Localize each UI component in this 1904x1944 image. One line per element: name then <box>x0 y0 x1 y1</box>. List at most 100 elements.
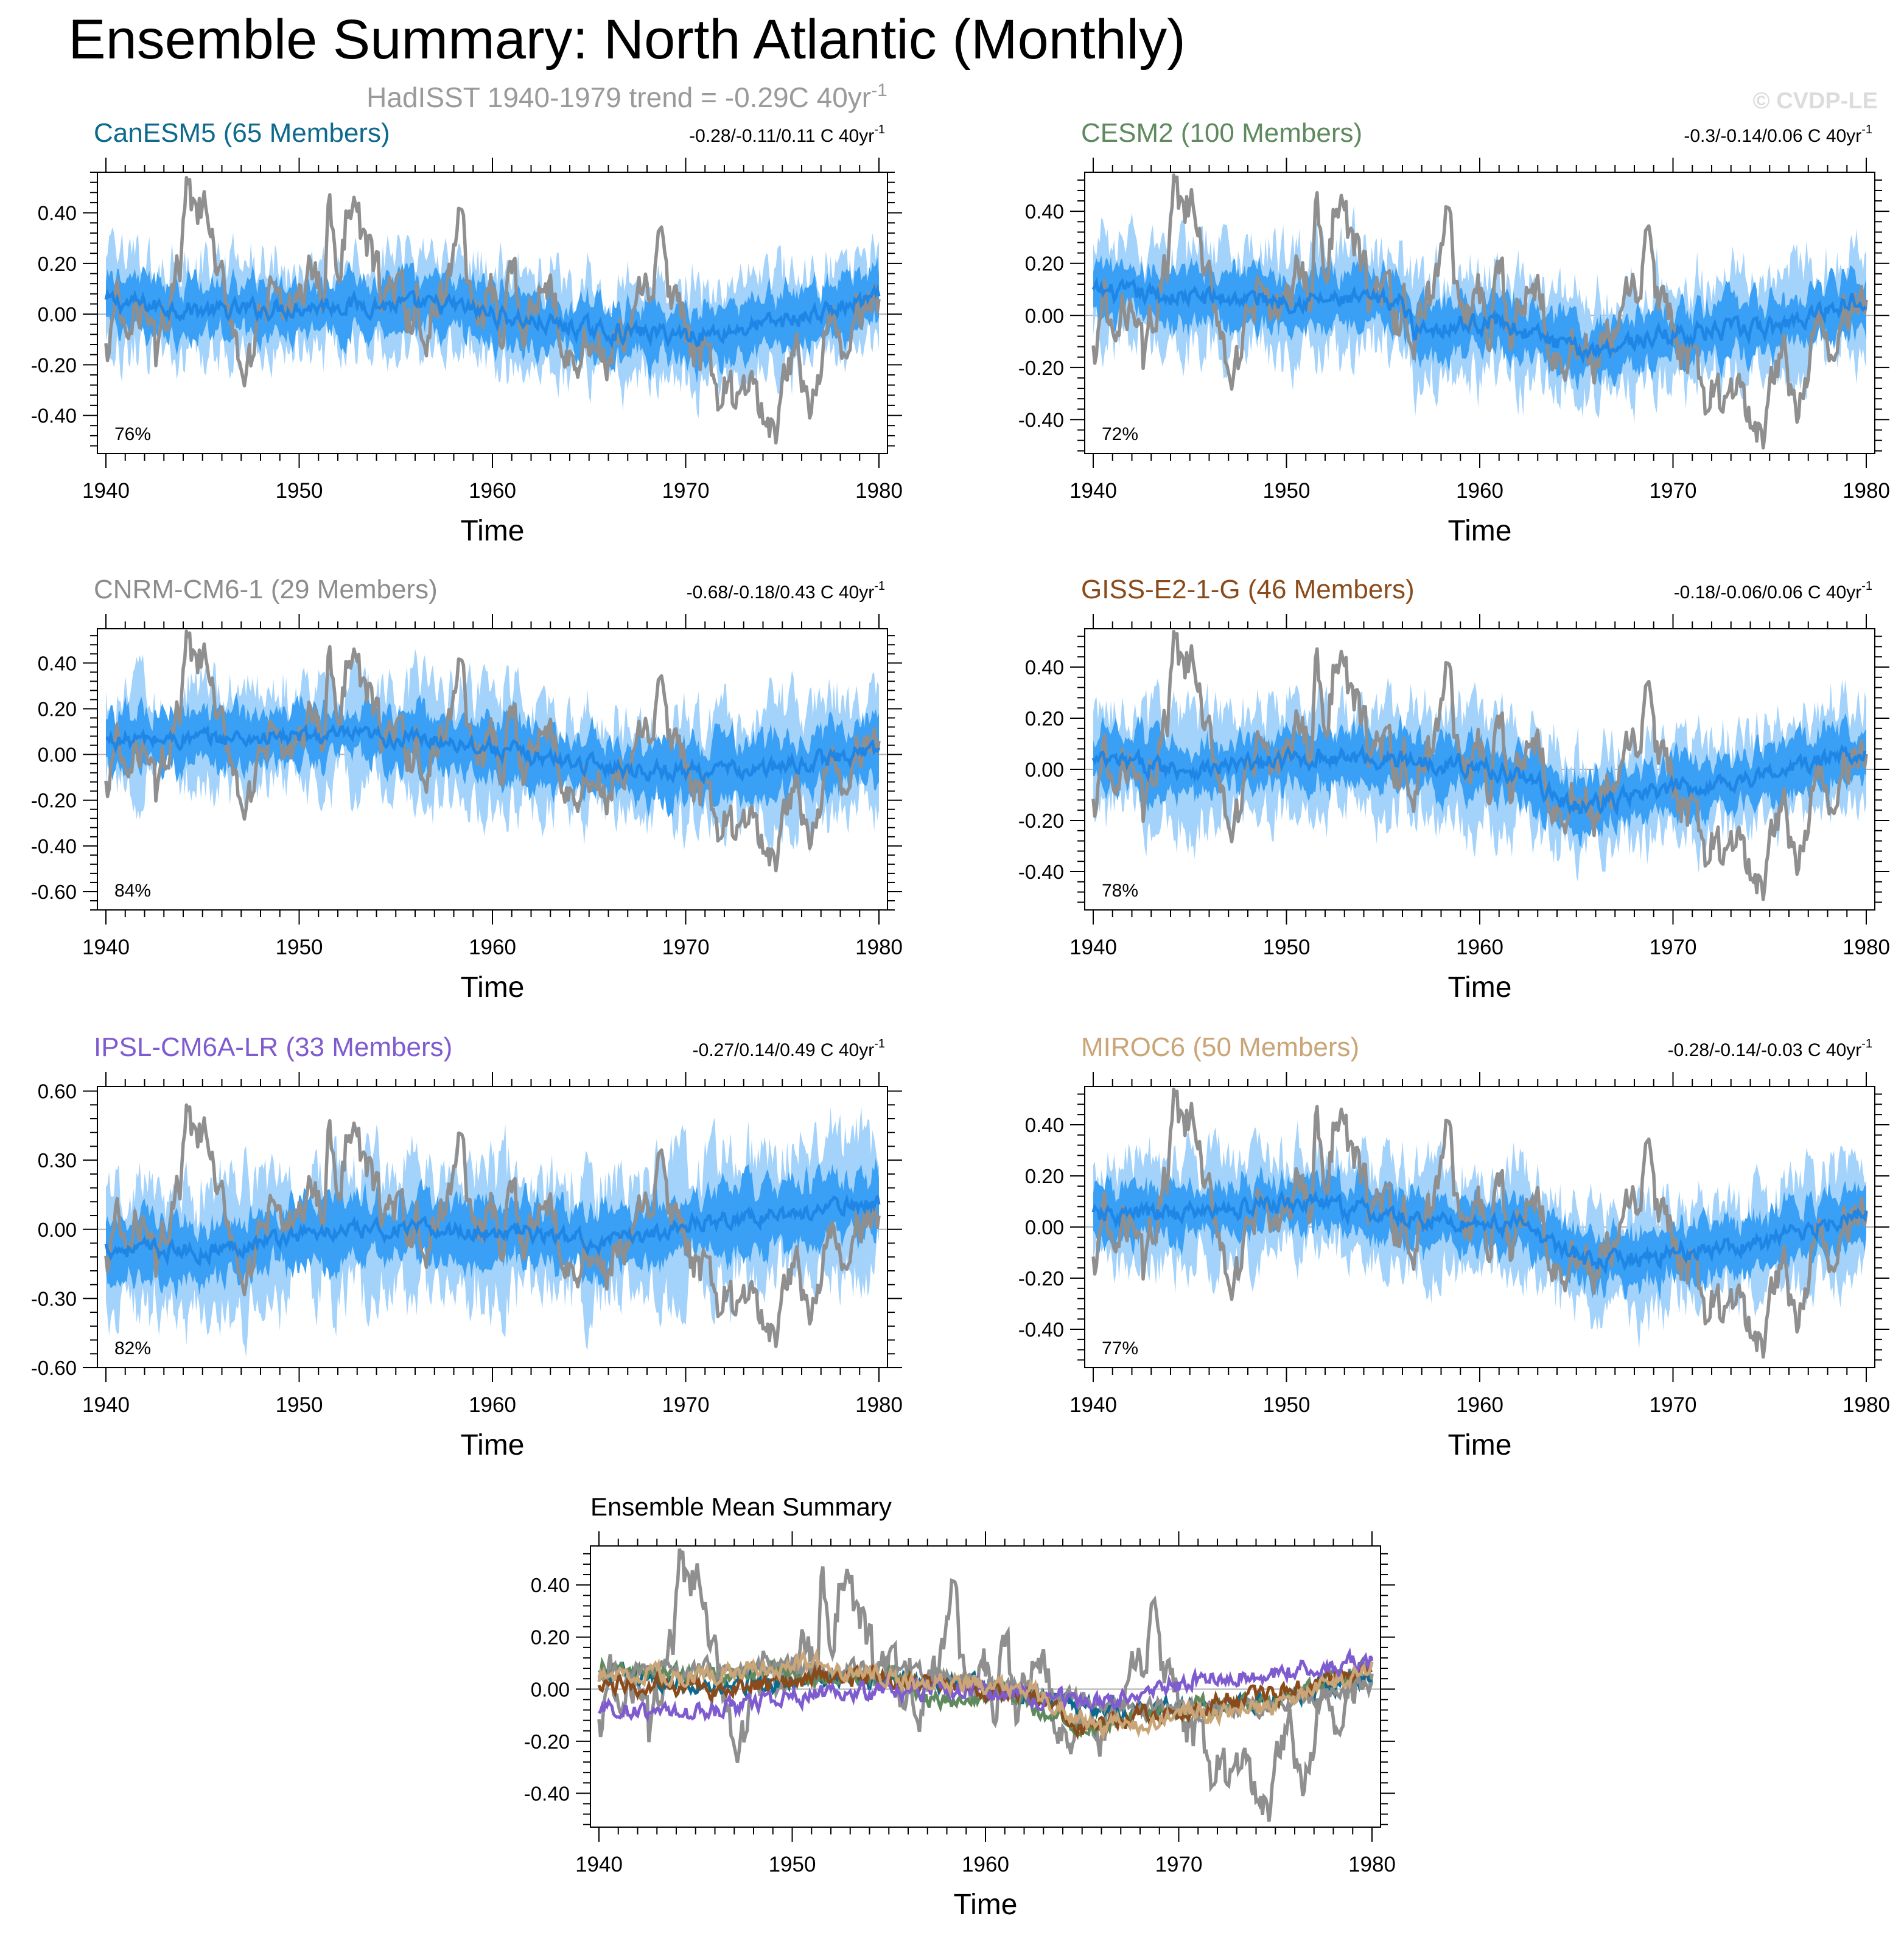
panel-title: IPSL-CM6A-LR (33 Members) <box>94 1032 452 1062</box>
subtitle-superscript: -1 <box>871 80 887 100</box>
x-axis-label: Time <box>1448 515 1512 547</box>
x-tick-label: 1960 <box>469 479 516 503</box>
y-tick-label: 0.20 <box>38 698 77 720</box>
inner-range-band <box>106 257 879 383</box>
x-tick-label: 1940 <box>1069 1393 1117 1417</box>
observed-line <box>1091 629 1868 901</box>
plot-area <box>1085 629 1875 901</box>
panel-title: CNRM-CM6-1 (29 Members) <box>94 575 438 604</box>
figure-subtitle: HadISST 1940-1979 trend = -0.29C 40yr-1 <box>366 80 887 113</box>
x-axis-label: Time <box>461 1429 525 1461</box>
y-tick-label: -0.40 <box>1018 408 1064 431</box>
axis-ticks <box>83 1072 902 1382</box>
plot-area <box>97 175 887 445</box>
x-tick-label: 1980 <box>855 479 903 503</box>
x-tick-label: 1960 <box>469 935 516 959</box>
axis-labels: 1940 1950 1960 1970 1980 -0.40 -0.20 0.00 0.20 0.… <box>1018 1114 1890 1461</box>
y-tick-label: 0.40 <box>38 652 77 674</box>
x-tick-label: 1970 <box>662 935 710 959</box>
x-tick-label: 1950 <box>276 935 323 959</box>
percent-label: 76% <box>114 424 151 444</box>
x-axis-label: Time <box>1448 971 1512 1004</box>
y-tick-label: 0.00 <box>38 744 77 766</box>
y-tick-label: 0.00 <box>1025 1216 1064 1239</box>
axis-labels: 1940 1950 1960 1970 1980 -0.40 -0.20 0.00 0.20 0.… <box>1018 656 1890 1004</box>
x-tick-label: 1950 <box>276 479 323 503</box>
y-tick-label: 0.60 <box>38 1080 77 1103</box>
plot-area <box>1085 173 1875 450</box>
axis-ticks <box>83 158 902 468</box>
panel-ipsl-cm6a-lr: 1940 1950 1960 1970 1980 -0.60 -0.30 0.00 0.30 0.… <box>31 1032 903 1461</box>
observed-line <box>1091 173 1868 450</box>
plot-area <box>97 629 887 873</box>
axis-ticks <box>1070 614 1889 925</box>
panel-ensemble-mean: 1940 1950 1960 1970 1980 -0.40 -0.20 0.00 0.20 0.… <box>524 1492 1396 1921</box>
y-tick-label: 0.40 <box>1025 1114 1064 1136</box>
y-tick-label: 0.20 <box>1025 707 1064 730</box>
percent-label: 78% <box>1102 881 1138 901</box>
x-tick-label: 1950 <box>1263 479 1311 503</box>
x-tick-label: 1950 <box>1263 935 1311 959</box>
percent-label: 72% <box>1102 424 1138 444</box>
x-tick-label: 1980 <box>1348 1853 1396 1876</box>
panel-miroc6: 1940 1950 1960 1970 1980 -0.40 -0.20 0.00 0.20 0.… <box>1018 1032 1890 1461</box>
observed-line <box>1091 1087 1868 1359</box>
axis-labels: 1940 1950 1960 1970 1980 -0.40 -0.20 0.00 0.20 0.… <box>524 1574 1396 1921</box>
y-tick-label: -0.40 <box>1018 1318 1064 1341</box>
y-tick-label: 0.00 <box>1025 758 1064 781</box>
panel-giss-e2-1-g: 1940 1950 1960 1970 1980 -0.40 -0.20 0.00 0.20 0.… <box>1018 575 1890 1004</box>
plot-area <box>1085 1087 1875 1359</box>
observed-line <box>104 175 881 445</box>
trend-label: -0.68/-0.18/0.43 C 40yr-1 <box>687 579 885 603</box>
y-tick-label: -0.20 <box>31 354 77 376</box>
trend-label: -0.28/-0.11/0.11 C 40yr-1 <box>689 123 885 146</box>
axis-ticks <box>576 1531 1395 1842</box>
series-line-ipsl-cm6a-lr <box>597 1647 1374 1722</box>
x-axis-label: Time <box>461 971 525 1004</box>
x-tick-label: 1940 <box>82 479 130 503</box>
panel-title: MIROC6 (50 Members) <box>1081 1032 1359 1062</box>
ensemble-mean-line <box>104 1194 881 1267</box>
x-tick-label: 1940 <box>1069 479 1117 503</box>
percent-label: 82% <box>114 1338 151 1358</box>
ensemble-mean-line <box>1091 276 1867 365</box>
watermark: © CVDP-LE <box>1753 88 1878 114</box>
y-tick-label: -0.30 <box>31 1287 77 1310</box>
series-line-miroc6 <box>597 1648 1374 1742</box>
x-tick-label: 1960 <box>469 1393 516 1417</box>
x-axis-label: Time <box>461 515 525 547</box>
trend-label: -0.18/-0.06/0.06 C 40yr-1 <box>1674 579 1872 603</box>
plot-area <box>590 1548 1381 1822</box>
observed-line <box>597 1548 1374 1822</box>
x-tick-label: 1970 <box>662 479 710 503</box>
y-tick-label: -0.60 <box>31 1357 77 1379</box>
ensemble-mean-line <box>1091 744 1867 817</box>
y-tick-label: -0.20 <box>1018 1267 1064 1290</box>
panel-cesm2: 1940 1950 1960 1970 1980 -0.40 -0.20 0.00 0.20 0.… <box>1018 118 1890 547</box>
subtitle-text: HadISST 1940-1979 trend = -0.29C 40yr <box>366 82 871 113</box>
y-tick-label: 0.30 <box>38 1149 77 1172</box>
ensemble-mean-line <box>105 723 881 785</box>
axis-labels: 1940 1950 1960 1970 1980 -0.40 -0.20 0.00 0.20 0.… <box>1018 200 1890 547</box>
axis-labels: 1940 1950 1960 1970 1980 -0.60 -0.30 0.00 0.30 0.… <box>31 1080 903 1461</box>
x-tick-label: 1940 <box>575 1853 623 1876</box>
y-tick-label: -0.20 <box>1018 357 1064 379</box>
axis-ticks <box>83 614 902 925</box>
y-tick-label: -0.20 <box>524 1730 570 1753</box>
ensemble-mean-line <box>1091 1189 1868 1276</box>
y-tick-label: -0.20 <box>1018 809 1064 832</box>
y-tick-label: 0.20 <box>1025 1165 1064 1187</box>
y-tick-label: 0.00 <box>1025 304 1064 327</box>
y-tick-label: 0.40 <box>1025 200 1064 223</box>
percent-label: 84% <box>114 881 151 901</box>
panel-cnrm-cm6-1: 1940 1950 1960 1970 1980 -0.60 -0.40 -0.20 0.00 0… <box>31 575 903 1004</box>
y-tick-label: -0.40 <box>31 835 77 858</box>
x-tick-label: 1950 <box>276 1393 323 1417</box>
observed-line <box>104 629 881 873</box>
trend-label: -0.28/-0.14/-0.03 C 40yr-1 <box>1668 1037 1872 1060</box>
x-tick-label: 1980 <box>1843 1393 1890 1417</box>
y-tick-label: 0.00 <box>38 1218 77 1241</box>
axis-labels: 1940 1950 1960 1970 1980 -0.60 -0.40 -0.20 0.00 0… <box>31 652 903 1004</box>
x-tick-label: 1960 <box>1456 1393 1503 1417</box>
x-tick-label: 1940 <box>1069 935 1117 959</box>
